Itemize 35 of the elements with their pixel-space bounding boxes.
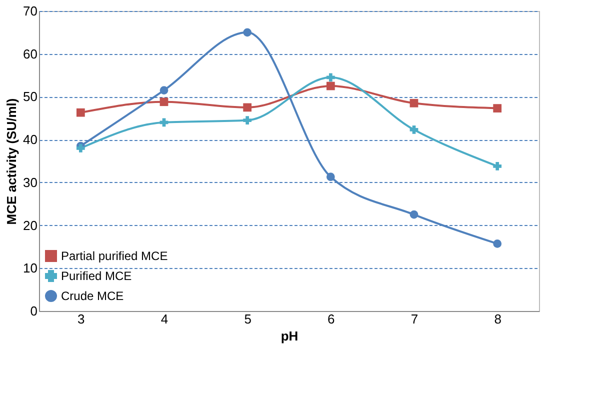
- x-tick-label: 7: [410, 312, 418, 326]
- point: [243, 116, 252, 124]
- point: [493, 104, 502, 112]
- point: [243, 103, 252, 112]
- point: [326, 172, 335, 182]
- legend-label: Partial purified MCE: [61, 249, 168, 263]
- legend-label: Crude MCE: [61, 289, 124, 303]
- point: [410, 210, 418, 219]
- point: [410, 98, 418, 108]
- point: [243, 28, 252, 37]
- point: [76, 108, 85, 117]
- point: [326, 82, 335, 90]
- point: [410, 126, 418, 134]
- y-axis-title: MCE activity (SU/ml): [4, 98, 20, 225]
- x-tick-label: 8: [494, 312, 502, 326]
- y-tick-label: 20: [23, 218, 38, 233]
- x-tick-label: 6: [328, 312, 335, 326]
- x-tick-label: 4: [160, 312, 168, 326]
- point: [493, 240, 502, 248]
- y-tick-label: 40: [23, 132, 38, 148]
- y-tick-label: 60: [23, 46, 38, 62]
- point: [326, 73, 335, 82]
- x-tick-label: 5: [244, 312, 252, 326]
- y-tick-label: 0: [30, 304, 38, 318]
- point: [160, 98, 168, 106]
- y-tick-label: 10: [23, 260, 38, 276]
- point: [493, 162, 502, 170]
- y-tick-label: 70: [23, 4, 38, 18]
- point: [160, 118, 168, 127]
- y-tick-label: 30: [23, 174, 38, 190]
- legend-label: Purified MCE: [61, 269, 132, 283]
- x-tick-label: 3: [78, 312, 85, 326]
- point: [160, 86, 168, 94]
- y-tick-label: 50: [23, 89, 38, 104]
- x-axis-title: pH: [280, 328, 298, 344]
